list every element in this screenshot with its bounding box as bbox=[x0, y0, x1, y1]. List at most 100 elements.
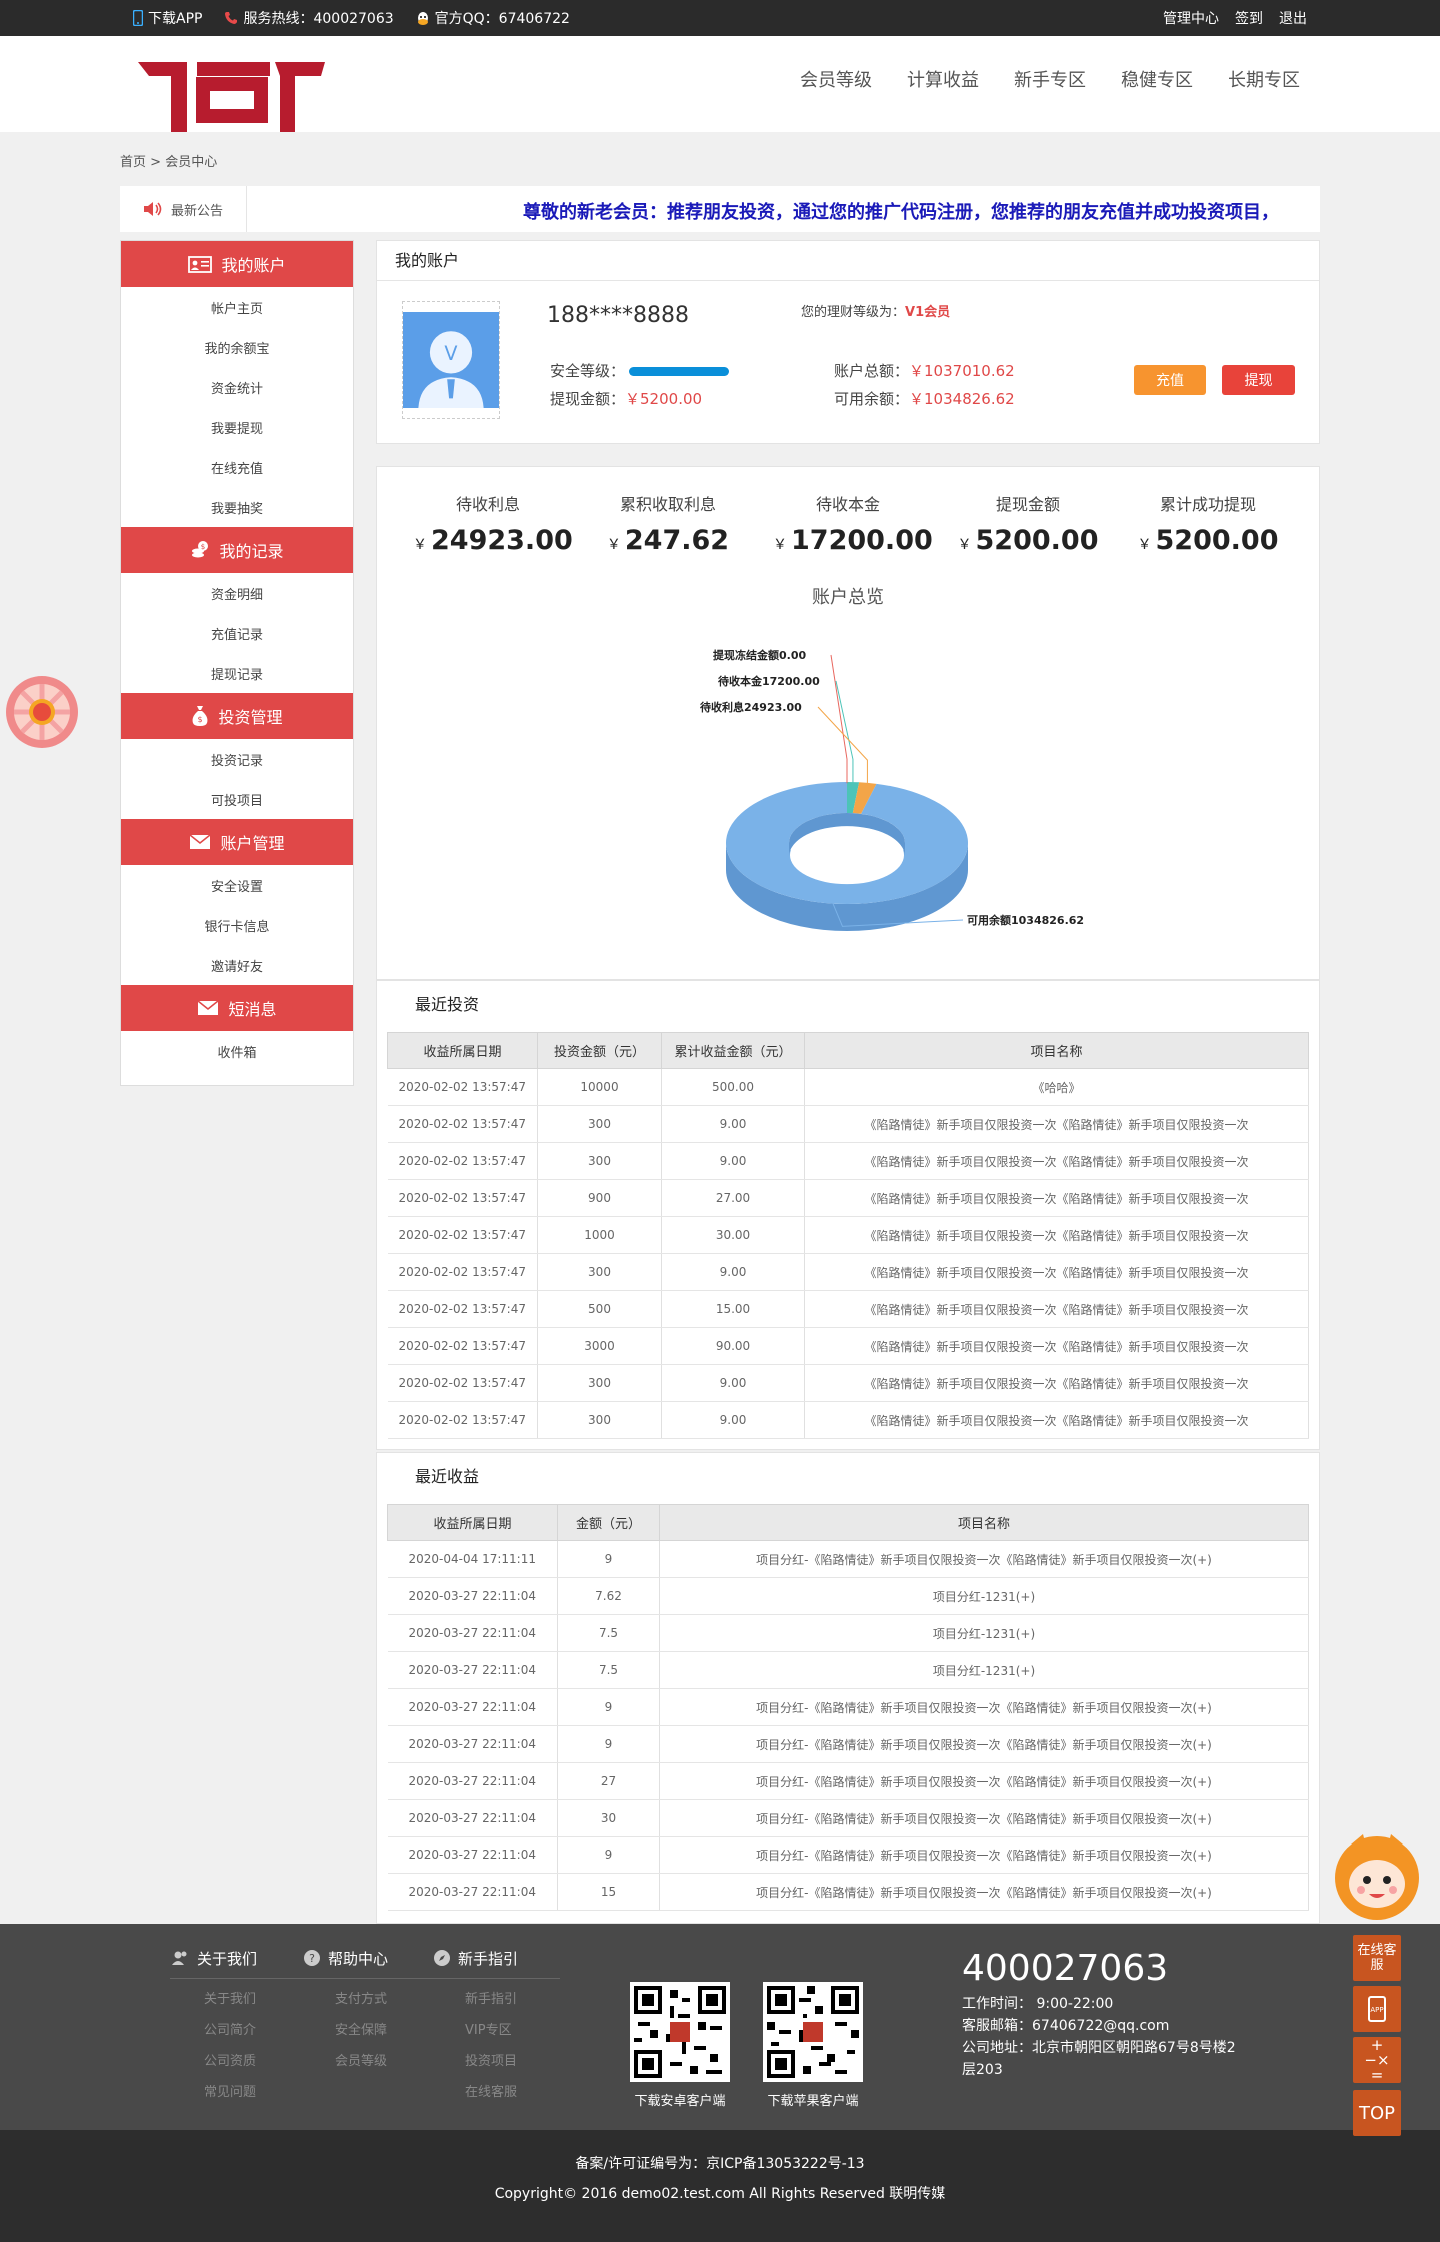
sidebar-section-my-records[interactable]: $ 我的记录 bbox=[121, 527, 353, 573]
app-download-button[interactable]: APP bbox=[1353, 1986, 1401, 2032]
table-cell: 2020-02-02 13:57:47 bbox=[387, 1179, 538, 1217]
sidebar-item-inbox[interactable]: 收件箱 bbox=[217, 1045, 257, 1061]
footer-link-payment[interactable]: 支付方式 bbox=[335, 1992, 388, 2007]
table-cell: 1000 bbox=[537, 1216, 662, 1254]
lottery-wheel-icon[interactable] bbox=[4, 674, 80, 750]
sidebar-item-withdraw-records[interactable]: 提现记录 bbox=[210, 667, 263, 683]
table-cell: 15.00 bbox=[661, 1290, 805, 1328]
breadcrumb-home[interactable]: 首页 bbox=[120, 155, 147, 170]
footer-divider bbox=[170, 1978, 560, 1979]
footer-link-projects[interactable]: 投资项目 bbox=[465, 2054, 518, 2069]
nav-newbie-zone[interactable]: 新手专区 bbox=[1014, 70, 1086, 91]
sidebar-item-security-settings[interactable]: 安全设置 bbox=[210, 879, 263, 895]
qr-code-icon bbox=[630, 1982, 730, 2082]
sidebar-item-recharge-records[interactable]: 充值记录 bbox=[210, 627, 263, 643]
table-cell: 《陷路情徒》新手项目仅限投资一次《陷路情徒》新手项目仅限投资一次 bbox=[804, 1364, 1309, 1402]
footer-link-company-intro[interactable]: 公司简介 bbox=[204, 2023, 257, 2038]
table-cell: 300 bbox=[537, 1364, 662, 1402]
table-cell: 9.00 bbox=[661, 1253, 805, 1291]
sidebar-item-withdraw[interactable]: 我要提现 bbox=[210, 421, 263, 437]
table-cell: 《陷路情徒》新手项目仅限投资一次《陷路情徒》新手项目仅限投资一次 bbox=[804, 1105, 1309, 1143]
sidebar-item-recharge[interactable]: 在线充值 bbox=[210, 461, 263, 477]
investment-row: 2020-02-02 13:57:47 300 9.00 《陷路情徒》新手项目仅限投资… bbox=[387, 1364, 1309, 1402]
qr-android[interactable]: 下载安卓客户端 bbox=[630, 1982, 730, 2109]
table-cell: 9.00 bbox=[661, 1401, 805, 1439]
mobile-icon bbox=[133, 10, 143, 26]
calculator-button[interactable]: +−×= bbox=[1353, 2037, 1401, 2083]
nav-member-level[interactable]: 会员等级 bbox=[800, 70, 872, 91]
nav-calc-earnings[interactable]: 计算收益 bbox=[907, 70, 979, 91]
stat-pending-interest: 待收利息 ￥ 24923.00 bbox=[413, 495, 573, 556]
chart-callout-line bbox=[830, 654, 848, 784]
sidebar-item-fund-stats[interactable]: 资金统计 bbox=[210, 381, 263, 397]
sidebar-section-my-account[interactable]: 我的账户 bbox=[121, 241, 353, 287]
sidebar-item-fund-details[interactable]: 资金明细 bbox=[210, 587, 263, 603]
footer-col-about: 关于我们 关于我们 公司简介 公司资质 常见问题 bbox=[172, 1946, 257, 2100]
sidebar-item-yuebao[interactable]: 我的余额宝 bbox=[204, 341, 270, 357]
withdraw-button[interactable]: 提现 bbox=[1222, 365, 1295, 395]
chart-callout-label: 提现冻结金额0.00 bbox=[713, 648, 806, 662]
notice-text[interactable]: 尊敬的新老会员：推荐朋友投资，通过您的推广代码注册，您推荐的朋友充值并成功投资项… bbox=[523, 202, 1279, 223]
money-bag-icon: $ bbox=[193, 706, 208, 726]
sidebar-item-lottery[interactable]: 我要抽奖 bbox=[210, 501, 263, 517]
recent-investments-card: 最近投资 收益所属日期 投资金额（元） 累计收益金额（元） 项目名称 2020-… bbox=[376, 980, 1320, 1450]
copyright-bar: 备案/许可证编号为：京ICP备13053222号-13 Copyright© 2… bbox=[0, 2130, 1440, 2242]
breadcrumb-current: 会员中心 bbox=[165, 155, 218, 170]
account-card-title: 我的账户 bbox=[377, 241, 1319, 281]
earning-row: 2020-03-27 22:11:04 7.5 项目分红-1231(+) bbox=[387, 1651, 1309, 1689]
chart-slice bbox=[847, 782, 860, 814]
table-cell: 2020-02-02 13:57:47 bbox=[387, 1068, 538, 1106]
back-to-top-button[interactable]: TOP bbox=[1353, 2090, 1401, 2136]
table-cell: 《陷路情徒》新手项目仅限投资一次《陷路情徒》新手项目仅限投资一次 bbox=[804, 1401, 1309, 1439]
chart-hole-wall bbox=[789, 813, 905, 857]
earnings-table: 收益所属日期 金额（元） 项目名称 2020-04-04 17:11:11 9 项目… bbox=[387, 1504, 1309, 1911]
account-total: 账户总额：￥1037010.62 bbox=[834, 362, 1015, 380]
footer-link-faq[interactable]: 常见问题 bbox=[204, 2085, 257, 2100]
sidebar-section-messages[interactable]: 短消息 bbox=[121, 985, 353, 1031]
notice-label: 最新公告 bbox=[120, 186, 247, 232]
sign-in-link[interactable]: 签到 bbox=[1235, 11, 1263, 27]
main-nav: 会员等级 计算收益 新手专区 稳健专区 长期专区 bbox=[800, 36, 1300, 122]
earning-row: 2020-03-27 22:11:04 9 项目分红-《陷路情徒》新手项目仅限投资一… bbox=[387, 1836, 1309, 1874]
table-cell: 2020-03-27 22:11:04 bbox=[387, 1614, 558, 1652]
footer-link-online-service[interactable]: 在线客服 bbox=[465, 2085, 518, 2100]
coins-icon: $ bbox=[192, 541, 209, 558]
sidebar-item-available-projects[interactable]: 可投项目 bbox=[210, 793, 263, 809]
site-logo[interactable] bbox=[135, 58, 325, 136]
footer-link-vip[interactable]: VIP专区 bbox=[465, 2023, 512, 2038]
sidebar-item-account-home[interactable]: 帐户主页 bbox=[210, 301, 263, 317]
admin-center-link[interactable]: 管理中心 bbox=[1163, 11, 1219, 27]
qr-ios[interactable]: 下载苹果客户端 bbox=[763, 1982, 863, 2109]
online-service-button[interactable]: 在线客服 bbox=[1353, 1935, 1401, 1981]
sidebar-section-investment[interactable]: $ 投资管理 bbox=[121, 693, 353, 739]
chart-callout-label: 待收利息24923.00 bbox=[699, 700, 802, 714]
nav-steady-zone[interactable]: 稳健专区 bbox=[1121, 70, 1193, 91]
help-icon: ? bbox=[304, 1950, 320, 1966]
table-cell: 2020-02-02 13:57:47 bbox=[387, 1364, 538, 1402]
table-cell: 《陷路情徒》新手项目仅限投资一次《陷路情徒》新手项目仅限投资一次 bbox=[804, 1216, 1309, 1254]
footer-link-security[interactable]: 安全保障 bbox=[335, 2023, 388, 2038]
footer-link-company-qualification[interactable]: 公司资质 bbox=[204, 2054, 257, 2069]
footer-link-newbie-guide[interactable]: 新手指引 bbox=[465, 1992, 518, 2007]
sidebar-item-invite-friends[interactable]: 邀请好友 bbox=[210, 959, 263, 975]
users-icon bbox=[172, 1951, 187, 1965]
svg-text:$: $ bbox=[198, 715, 203, 724]
sidebar-section-account-mgmt[interactable]: 账户管理 bbox=[121, 819, 353, 865]
chart-callout-line bbox=[817, 706, 868, 785]
table-cell: 300 bbox=[537, 1142, 662, 1180]
table-cell: 27.00 bbox=[661, 1179, 805, 1217]
recent-earnings-title: 最近收益 bbox=[415, 1467, 480, 1486]
nav-long-term-zone[interactable]: 长期专区 bbox=[1228, 70, 1300, 91]
table-cell: 项目分红-1231(+) bbox=[659, 1577, 1309, 1615]
download-app-link[interactable]: 下载APP bbox=[133, 8, 202, 28]
sidebar-item-bank-card[interactable]: 银行卡信息 bbox=[204, 919, 270, 935]
recharge-button[interactable]: 充值 bbox=[1134, 365, 1206, 395]
table-cell: 2020-03-27 22:11:04 bbox=[387, 1577, 558, 1615]
id-card-icon bbox=[188, 255, 213, 273]
footer-link-about[interactable]: 关于我们 bbox=[204, 1992, 257, 2007]
earning-row: 2020-03-27 22:11:04 7.62 项目分红-1231(+) bbox=[387, 1577, 1309, 1615]
logout-link[interactable]: 退出 bbox=[1279, 11, 1307, 27]
sidebar-item-invest-records[interactable]: 投资记录 bbox=[210, 753, 263, 769]
footer-link-member-level[interactable]: 会员等级 bbox=[335, 2054, 388, 2069]
customer-service-mascot-icon[interactable] bbox=[1325, 1830, 1429, 1922]
